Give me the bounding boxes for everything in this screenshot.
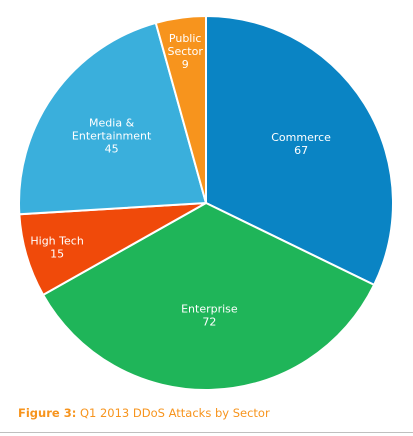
pie-labels: Commerce 67 Enterprise 72 High Tech 15 Media &…	[30, 32, 331, 329]
pie-label-enterprise: Enterprise 72	[181, 303, 238, 329]
caption-prefix: Figure 3:	[18, 406, 77, 420]
pie-label-commerce: Commerce 67	[271, 131, 331, 157]
pie-slice-media-entertainment	[17, 21, 208, 216]
caption-text: Q1 2013 DDoS Attacks by Sector	[76, 406, 270, 420]
pie-label-public-sector: Public Sector 9	[168, 32, 204, 71]
pie-slice-commerce	[205, 14, 394, 287]
pie-slice-enterprise	[41, 201, 376, 391]
pie-label-media-entertainment: Media & Entertainment 45	[72, 117, 152, 156]
pie-chart: Commerce 67 Enterprise 72 High Tech 15 Media &…	[17, 14, 394, 391]
figure-caption: Figure 3: Q1 2013 DDoS Attacks by Sector	[18, 406, 270, 420]
pie-slice-public-sector	[154, 14, 207, 204]
pie-label-high-tech: High Tech 15	[30, 234, 83, 260]
pie-slices	[17, 14, 394, 391]
divider	[0, 432, 413, 433]
